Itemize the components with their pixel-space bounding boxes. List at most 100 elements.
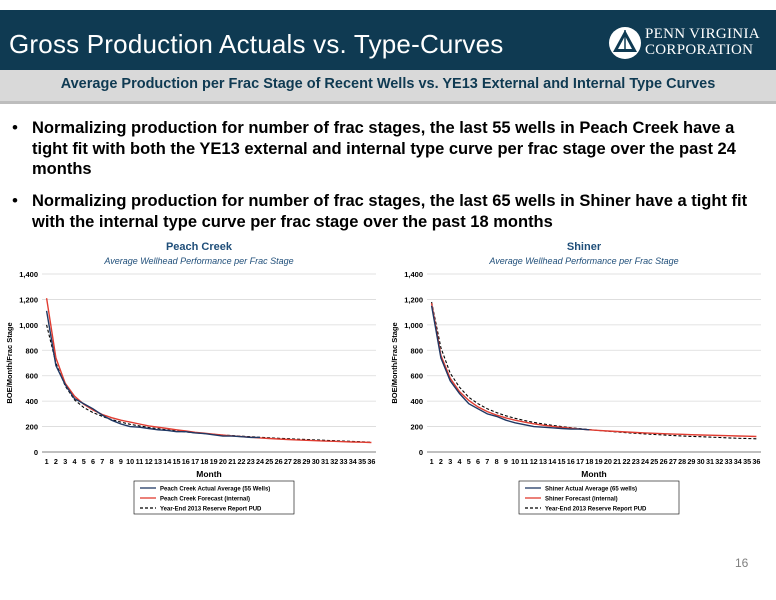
- x-tick-label: 12: [145, 457, 153, 466]
- x-tick-label: 35: [743, 457, 751, 466]
- x-tick-label: 10: [126, 457, 134, 466]
- x-tick-label: 36: [367, 457, 375, 466]
- x-tick-label: 17: [576, 457, 584, 466]
- y-tick-label: 1,400: [404, 270, 423, 279]
- y-tick-label: 0: [34, 448, 38, 457]
- legend-label: Year-End 2013 Reserve Report PUD: [160, 507, 262, 513]
- x-tick-label: 16: [567, 457, 575, 466]
- x-tick-label: 1: [430, 457, 434, 466]
- y-tick-label: 200: [25, 423, 38, 432]
- y-tick-label: 1,200: [19, 295, 38, 304]
- bullet-text-2: Normalizing production for number of fra…: [32, 192, 748, 231]
- x-tick-label: 8: [495, 457, 499, 466]
- y-tick-label: 800: [25, 346, 38, 355]
- x-tick-label: 30: [697, 457, 705, 466]
- x-tick-label: 9: [119, 457, 123, 466]
- x-tick-label: 13: [154, 457, 162, 466]
- subtitle-bar: [0, 70, 776, 101]
- logo-text-line2: CORPORATION: [645, 42, 754, 58]
- x-tick-label: 29: [687, 457, 695, 466]
- chart-subtitle: Average Wellhead Performance per Frac St…: [488, 256, 678, 266]
- y-tick-label: 400: [25, 397, 38, 406]
- x-tick-label: 21: [228, 457, 236, 466]
- x-tick-label: 12: [530, 457, 538, 466]
- x-tick-label: 7: [485, 457, 489, 466]
- legend-label: Shiner Actual Average (65 wells): [545, 487, 637, 493]
- series-line-1: [430, 305, 590, 431]
- x-tick-label: 13: [539, 457, 547, 466]
- x-tick-label: 2: [439, 457, 443, 466]
- x-tick-label: 22: [237, 457, 245, 466]
- x-tick-label: 33: [340, 457, 348, 466]
- x-tick-label: 20: [604, 457, 612, 466]
- series-line-2: [430, 303, 757, 438]
- y-tick-label: 0: [419, 448, 423, 457]
- logo-emblem-icon: [609, 27, 641, 59]
- x-tick-label: 19: [595, 457, 603, 466]
- x-tick-label: 18: [585, 457, 593, 466]
- y-axis-label: BOE/Month/Frac Stage: [5, 322, 14, 403]
- x-tick-label: 2: [54, 457, 58, 466]
- y-axis-label: BOE/Month/Frac Stage: [390, 322, 399, 403]
- y-tick-label: 800: [410, 346, 423, 355]
- x-tick-label: 15: [173, 457, 181, 466]
- x-tick-label: 1: [45, 457, 49, 466]
- subtitle-bar-shadow: [0, 101, 776, 104]
- x-tick-label: 24: [256, 457, 264, 466]
- x-tick-label: 6: [476, 457, 480, 466]
- x-tick-label: 4: [457, 457, 461, 466]
- x-tick-label: 23: [247, 457, 255, 466]
- x-tick-label: 3: [63, 457, 67, 466]
- x-tick-label: 32: [715, 457, 723, 466]
- x-tick-label: 18: [200, 457, 208, 466]
- x-tick-label: 7: [100, 457, 104, 466]
- title-bar: [0, 10, 776, 70]
- chart-peach-creek: Peach Creek Average Wellhead Performance …: [4, 238, 388, 520]
- y-tick-label: 600: [410, 372, 423, 381]
- x-tick-label: 5: [467, 457, 471, 466]
- top-band: [0, 0, 776, 10]
- bullet-marker-2: •: [12, 191, 18, 210]
- chart-title: Peach Creek: [166, 241, 233, 253]
- y-tick-label: 1,200: [404, 295, 423, 304]
- logo-text-line1: PENN VIRGINIA: [645, 26, 760, 42]
- page-title: Gross Production Actuals vs. Type-Curves: [9, 29, 504, 59]
- bullet-marker-1: •: [12, 118, 18, 137]
- y-tick-label: 1,000: [404, 321, 423, 330]
- x-tick-label: 35: [358, 457, 366, 466]
- legend-box: [133, 480, 295, 515]
- x-tick-label: 28: [678, 457, 686, 466]
- x-tick-label: 31: [706, 457, 714, 466]
- series-line-3: [46, 324, 372, 443]
- x-tick-label: 16: [182, 457, 190, 466]
- x-tick-label: 8: [110, 457, 114, 466]
- x-tick-label: 30: [312, 457, 320, 466]
- series-line-3: [431, 301, 757, 440]
- x-tick-label: 27: [284, 457, 292, 466]
- x-tick-label: 14: [548, 457, 556, 466]
- y-tick-label: 200: [410, 423, 423, 432]
- x-tick-label: 31: [321, 457, 329, 466]
- x-tick-label: 21: [613, 457, 621, 466]
- x-tick-label: 34: [349, 457, 357, 466]
- x-tick-label: 6: [91, 457, 95, 466]
- x-tick-label: 14: [163, 457, 171, 466]
- legend-label: Shiner Forecast (internal): [545, 497, 618, 503]
- x-tick-label: 15: [558, 457, 566, 466]
- x-tick-label: 27: [669, 457, 677, 466]
- x-tick-label: 32: [330, 457, 338, 466]
- x-axis-label: Month: [581, 469, 607, 479]
- series-line-2: [45, 298, 372, 444]
- page-number: 16: [735, 556, 749, 570]
- y-tick-label: 600: [25, 372, 38, 381]
- x-tick-label: 9: [504, 457, 508, 466]
- x-tick-label: 10: [511, 457, 519, 466]
- legend-label: Peach Creek Actual Average (55 Wells): [160, 487, 270, 493]
- chart-title: Shiner: [567, 241, 602, 253]
- x-tick-label: 5: [82, 457, 86, 466]
- chart-shiner: Shiner Average Wellhead Performance per F…: [389, 238, 773, 520]
- x-tick-label: 33: [725, 457, 733, 466]
- x-tick-label: 19: [210, 457, 218, 466]
- x-tick-label: 24: [641, 457, 649, 466]
- legend-label: Year-End 2013 Reserve Report PUD: [545, 507, 647, 513]
